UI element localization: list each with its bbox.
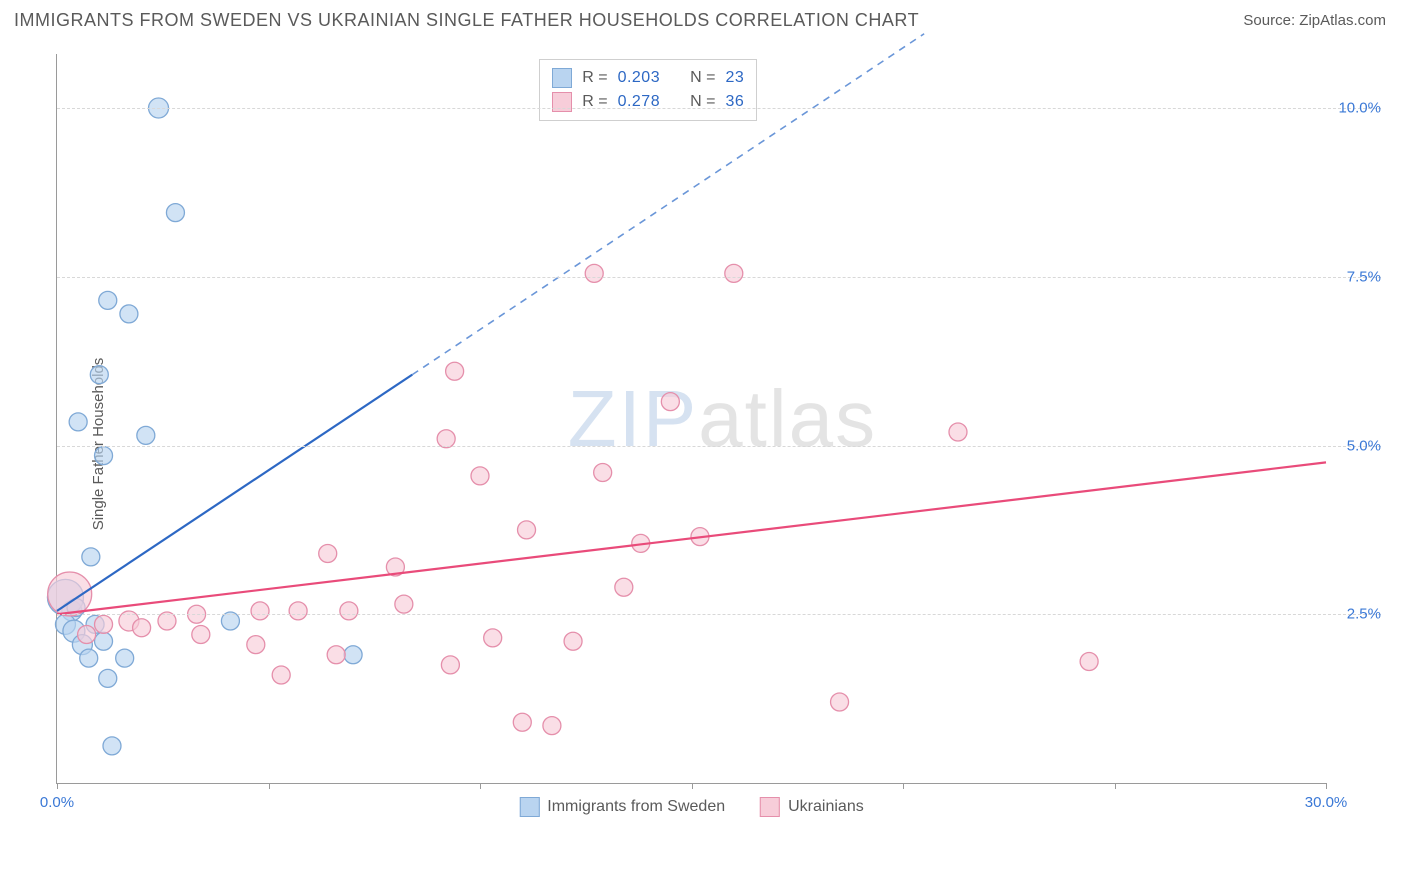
data-point-sweden[interactable] [90,366,108,384]
data-point-ukrainians[interactable] [78,626,96,644]
x-tick-mark [692,783,693,789]
data-point-ukrainians[interactable] [251,602,269,620]
legend-item-sweden: Immigrants from Sweden [519,797,725,817]
data-point-sweden[interactable] [80,649,98,667]
series-legend: Immigrants from Sweden Ukrainians [519,797,863,817]
legend-r-label: R = [582,69,607,87]
data-point-ukrainians[interactable] [484,629,502,647]
data-point-ukrainians[interactable] [594,464,612,482]
data-point-sweden[interactable] [116,649,134,667]
chart-title: IMMIGRANTS FROM SWEDEN VS UKRAINIAN SING… [14,10,919,31]
legend-n-value: 23 [725,69,744,87]
source-attribution: Source: ZipAtlas.com [1243,12,1386,29]
data-point-sweden[interactable] [69,413,87,431]
data-point-ukrainians[interactable] [471,467,489,485]
gridline [57,277,1381,278]
legend-swatch-sweden [552,68,572,88]
data-point-ukrainians[interactable] [95,615,113,633]
source-link[interactable]: ZipAtlas.com [1299,12,1386,29]
data-point-sweden[interactable] [103,737,121,755]
legend-r-value: 0.203 [618,69,661,87]
gridline [57,614,1381,615]
data-point-ukrainians[interactable] [192,626,210,644]
trend-line [57,375,412,611]
data-point-sweden[interactable] [344,646,362,664]
legend-swatch-ukrainians [552,92,572,112]
y-tick-label: 5.0% [1347,437,1381,454]
gridline [57,108,1381,109]
data-point-ukrainians[interactable] [247,636,265,654]
data-point-ukrainians[interactable] [272,666,290,684]
data-point-ukrainians[interactable] [615,578,633,596]
data-point-ukrainians[interactable] [133,619,151,637]
data-point-ukrainians[interactable] [543,717,561,735]
x-tick-label: 30.0% [1305,794,1348,811]
data-point-ukrainians[interactable] [340,602,358,620]
legend-row-sweden: R = 0.203 N = 23 [552,66,744,90]
data-point-ukrainians[interactable] [513,713,531,731]
x-tick-label: 0.0% [40,794,74,811]
legend-label: Immigrants from Sweden [547,798,725,816]
data-point-ukrainians[interactable] [395,595,413,613]
legend-label: Ukrainians [788,798,864,816]
data-point-sweden[interactable] [99,669,117,687]
legend-swatch-sweden [519,797,539,817]
data-point-ukrainians[interactable] [564,632,582,650]
data-point-ukrainians[interactable] [289,602,307,620]
x-tick-mark [269,783,270,789]
legend-item-ukrainians: Ukrainians [760,797,864,817]
chart-header: IMMIGRANTS FROM SWEDEN VS UKRAINIAN SING… [0,0,1406,36]
data-point-ukrainians[interactable] [518,521,536,539]
gridline [57,446,1381,447]
data-point-ukrainians[interactable] [661,393,679,411]
data-point-ukrainians[interactable] [446,362,464,380]
x-tick-mark [1115,783,1116,789]
y-tick-label: 10.0% [1338,100,1381,117]
data-point-sweden[interactable] [95,447,113,465]
data-point-ukrainians[interactable] [1080,653,1098,671]
y-tick-label: 7.5% [1347,268,1381,285]
data-point-ukrainians[interactable] [585,264,603,282]
plot-area: ZIPatlas R = 0.203 N = 23 R = 0.278 N = … [56,54,1326,784]
correlation-legend: R = 0.203 N = 23 R = 0.278 N = 36 [539,59,757,121]
data-point-ukrainians[interactable] [441,656,459,674]
data-point-sweden[interactable] [95,632,113,650]
data-point-ukrainians[interactable] [831,693,849,711]
data-point-sweden[interactable] [82,548,100,566]
data-point-ukrainians[interactable] [327,646,345,664]
data-point-ukrainians[interactable] [319,545,337,563]
x-tick-mark [480,783,481,789]
legend-swatch-ukrainians [760,797,780,817]
source-prefix: Source: [1243,12,1299,29]
data-point-sweden[interactable] [137,426,155,444]
data-point-sweden[interactable] [166,204,184,222]
data-point-ukrainians[interactable] [949,423,967,441]
scatter-layer [57,54,1326,783]
x-tick-mark [903,783,904,789]
legend-n-label: N = [690,69,715,87]
legend-row-ukrainians: R = 0.278 N = 36 [552,90,744,114]
x-tick-mark [1326,783,1327,789]
chart-container: Single Father Households ZIPatlas R = 0.… [50,44,1386,844]
y-tick-label: 2.5% [1347,606,1381,623]
data-point-sweden[interactable] [120,305,138,323]
data-point-ukrainians[interactable] [48,572,92,616]
data-point-ukrainians[interactable] [725,264,743,282]
x-tick-mark [57,783,58,789]
data-point-sweden[interactable] [99,291,117,309]
